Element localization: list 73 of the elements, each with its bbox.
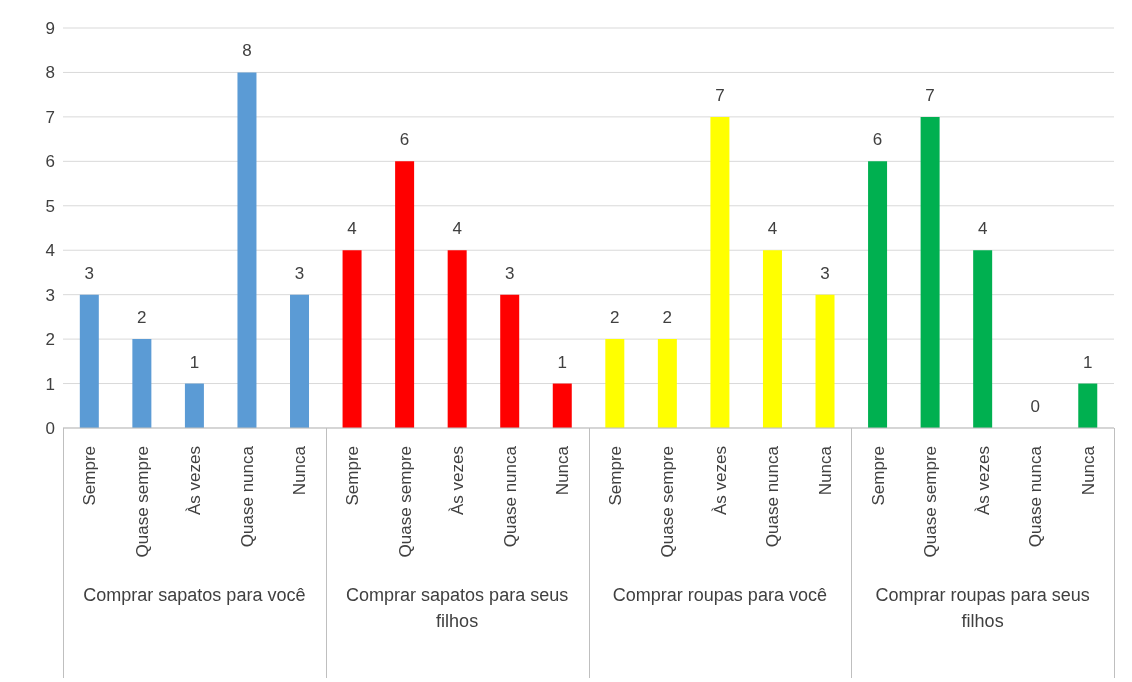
y-tick-label: 6 bbox=[45, 152, 55, 172]
bar bbox=[657, 339, 677, 428]
data-label: 7 bbox=[714, 84, 726, 107]
data-label: 0 bbox=[1029, 396, 1041, 418]
data-label: 2 bbox=[661, 307, 674, 330]
bar bbox=[1078, 383, 1098, 428]
data-label: 1 bbox=[1081, 351, 1094, 374]
x-tick-label: Quase nunca bbox=[500, 445, 520, 548]
x-tick-label: Quase sempre bbox=[921, 446, 941, 558]
x-tick-label: Nunca bbox=[290, 445, 310, 496]
bar bbox=[342, 250, 362, 428]
y-tick-label: 9 bbox=[45, 19, 55, 39]
bar bbox=[184, 383, 204, 428]
data-label: 1 bbox=[188, 351, 201, 374]
data-label: 4 bbox=[976, 218, 989, 241]
y-tick-label: 0 bbox=[45, 419, 55, 439]
bar bbox=[973, 250, 993, 428]
data-label: 4 bbox=[766, 218, 779, 241]
y-tick-label: 1 bbox=[45, 374, 55, 394]
x-tick-label: Sempre bbox=[605, 446, 625, 506]
data-label: 6 bbox=[871, 129, 884, 152]
x-tick-label: Às vezes bbox=[710, 446, 730, 515]
data-label: 3 bbox=[503, 262, 516, 285]
x-tick-label: Quase sempre bbox=[132, 446, 152, 558]
x-tick-label: Sempre bbox=[80, 446, 100, 506]
bar bbox=[920, 116, 940, 428]
y-tick-label: 7 bbox=[45, 107, 55, 127]
x-tick-label: Sempre bbox=[868, 446, 888, 506]
bar bbox=[815, 294, 835, 428]
y-tick-label: 4 bbox=[45, 241, 55, 261]
bar bbox=[552, 383, 572, 428]
x-tick-label: Nunca bbox=[815, 445, 835, 496]
bar bbox=[132, 339, 152, 428]
bar bbox=[290, 294, 310, 428]
x-tick-label: Quase nunca bbox=[1026, 445, 1046, 548]
x-tick-label: Quase nunca bbox=[763, 445, 783, 548]
text: Comprar sapatos para seus filhos bbox=[345, 584, 570, 633]
x-tick-label: Nunca bbox=[553, 445, 573, 496]
x-tick-label: Às vezes bbox=[185, 446, 205, 515]
data-label: 3 bbox=[293, 262, 306, 285]
data-label: 6 bbox=[398, 129, 411, 152]
x-tick-label: Quase sempre bbox=[658, 446, 678, 558]
x-tick-label: Às vezes bbox=[448, 446, 468, 515]
bar bbox=[395, 161, 415, 428]
x-tick-label: Nunca bbox=[1078, 445, 1098, 496]
data-label: 4 bbox=[346, 218, 358, 241]
x-tick-label: Quase nunca bbox=[237, 445, 257, 548]
data-label: 7 bbox=[924, 84, 936, 107]
text: Comprar roupas para você bbox=[611, 584, 828, 607]
bar bbox=[79, 294, 99, 428]
x-tick-label: Às vezes bbox=[973, 446, 993, 515]
x-tick-label: Sempre bbox=[343, 446, 363, 506]
data-label: 3 bbox=[83, 262, 95, 285]
data-label: 3 bbox=[819, 262, 831, 285]
text: Comprar sapatos para você bbox=[82, 584, 307, 607]
bar bbox=[605, 339, 625, 428]
bar bbox=[237, 72, 257, 428]
y-tick-label: 2 bbox=[45, 330, 55, 350]
text: Comprar roupas para seus filhos bbox=[874, 584, 1091, 633]
bar bbox=[500, 294, 520, 428]
x-tick-label: Quase sempre bbox=[395, 446, 415, 558]
bar bbox=[447, 250, 467, 428]
bar bbox=[868, 161, 888, 428]
bar bbox=[762, 250, 782, 428]
data-label: 2 bbox=[136, 307, 148, 330]
bar bbox=[710, 116, 730, 428]
data-label: 1 bbox=[556, 351, 568, 374]
y-tick-label: 5 bbox=[45, 196, 55, 216]
y-tick-label: 3 bbox=[45, 285, 55, 305]
data-label: 2 bbox=[609, 307, 621, 330]
y-tick-label: 8 bbox=[45, 63, 55, 83]
data-label: 8 bbox=[241, 40, 253, 63]
data-label: 4 bbox=[451, 218, 463, 241]
